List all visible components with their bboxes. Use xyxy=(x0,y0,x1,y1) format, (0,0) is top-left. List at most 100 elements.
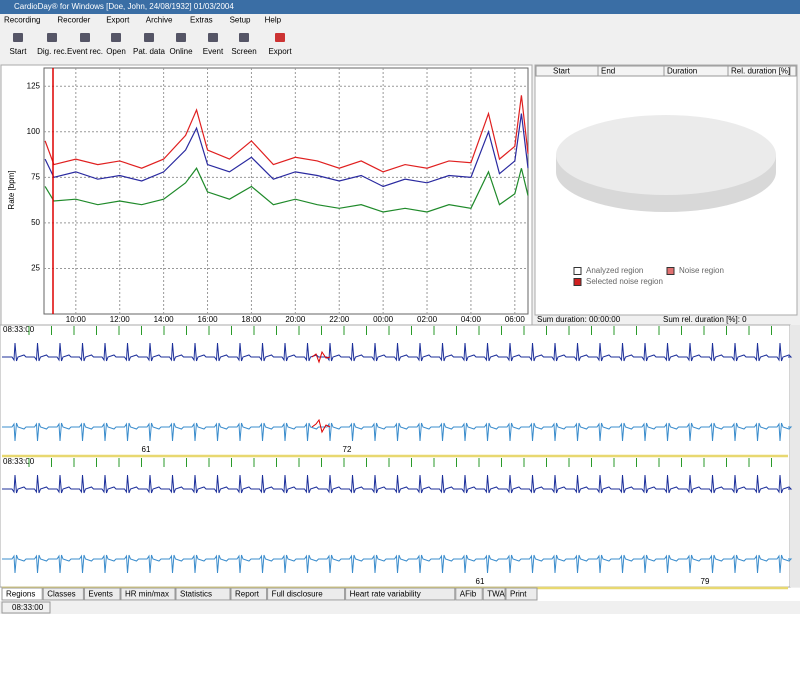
x-tick-label: 06:00 xyxy=(505,315,526,324)
toolbar-label[interactable]: Online xyxy=(169,47,193,56)
plot-area xyxy=(43,67,529,315)
rate-line xyxy=(44,95,529,173)
tab-label[interactable]: AFib xyxy=(460,590,477,599)
toolbar xyxy=(0,27,800,63)
y-tick-label: 25 xyxy=(31,264,40,273)
legend-swatch xyxy=(573,267,582,275)
tab-label[interactable]: TWA xyxy=(487,590,505,599)
noise-blip xyxy=(311,350,331,364)
toolbar-label[interactable]: Screen xyxy=(231,47,256,56)
ecg-trace xyxy=(2,474,793,494)
toolbar-label[interactable]: Pat. data xyxy=(133,47,166,56)
tab[interactable] xyxy=(455,587,483,601)
column-header[interactable]: End xyxy=(601,67,615,76)
x-tick-label: 22:00 xyxy=(329,315,350,324)
rate-line xyxy=(44,167,529,213)
tab[interactable] xyxy=(267,587,346,601)
y-tick-label: 125 xyxy=(27,81,41,90)
menu-item[interactable]: Help xyxy=(265,16,282,25)
x-tick-label: 18:00 xyxy=(241,315,262,324)
beat-label: 79 xyxy=(701,577,710,586)
status-bar xyxy=(0,601,800,614)
sum-rel-duration: Sum rel. duration [%]: 0 xyxy=(663,315,747,324)
window-title: CardioDay® for Windows [Doe, John, 24/08… xyxy=(14,2,234,11)
x-tick-label: 16:00 xyxy=(198,315,219,324)
status-cell xyxy=(1,601,51,614)
y-tick-label: 75 xyxy=(31,172,40,181)
column-header[interactable]: Rel. duration [%] xyxy=(731,67,790,76)
toolbar-label[interactable]: Open xyxy=(106,47,126,56)
tab-label[interactable]: Regions xyxy=(6,590,35,599)
column-header[interactable]: Duration xyxy=(667,67,697,76)
x-tick-label: 02:00 xyxy=(417,315,438,324)
toolbar-label[interactable]: Export xyxy=(268,47,292,56)
y-tick-label: 100 xyxy=(27,127,41,136)
legend-label: Selected noise region xyxy=(586,277,663,286)
pie-top xyxy=(556,115,776,195)
x-tick-label: 14:00 xyxy=(154,315,175,324)
x-tick-label: 10:00 xyxy=(66,315,87,324)
tab[interactable] xyxy=(230,587,268,601)
menu-item[interactable]: Recording xyxy=(4,16,40,25)
table-header xyxy=(535,65,797,77)
legend-swatch xyxy=(573,278,582,286)
tab-label[interactable]: Classes xyxy=(47,590,75,599)
column-header[interactable]: Start xyxy=(553,67,571,76)
x-tick-label: 00:00 xyxy=(373,315,394,324)
x-tick-label: 04:00 xyxy=(461,315,482,324)
legend-label: Noise region xyxy=(679,266,724,275)
toolbar-icon[interactable] xyxy=(176,33,186,42)
x-tick-label: 12:00 xyxy=(110,315,131,324)
toolbar-label[interactable]: Event xyxy=(203,47,224,56)
tab[interactable] xyxy=(83,587,121,601)
legend-label: Analyzed region xyxy=(586,266,643,275)
tab[interactable] xyxy=(345,587,456,601)
toolbar-icon[interactable] xyxy=(208,33,218,42)
menu-bar xyxy=(0,14,800,27)
tab[interactable] xyxy=(120,587,176,601)
title-bar xyxy=(0,0,800,14)
tab[interactable] xyxy=(175,587,231,601)
sum-duration: Sum duration: 00:00:00 xyxy=(537,315,621,324)
ecg-trace xyxy=(2,422,793,442)
menu-item[interactable]: Export xyxy=(106,16,130,25)
menu-item[interactable]: Recorder xyxy=(57,16,90,25)
toolbar-label[interactable]: Event rec. xyxy=(67,47,103,56)
toolbar-icon[interactable] xyxy=(144,33,154,42)
tab-label[interactable]: Statistics xyxy=(180,590,212,599)
toolbar-icon[interactable] xyxy=(239,33,249,42)
toolbar-icon[interactable] xyxy=(47,33,57,42)
toolbar-icon[interactable] xyxy=(275,33,285,42)
ecg-trace xyxy=(2,554,793,574)
tab[interactable] xyxy=(482,587,506,601)
menu-item[interactable]: Extras xyxy=(190,16,213,25)
beat-label: 61 xyxy=(476,577,485,586)
legend-swatch xyxy=(666,267,675,275)
tab-label[interactable]: Events xyxy=(88,590,112,599)
menu-item[interactable]: Setup xyxy=(230,16,251,25)
beat-label: 61 xyxy=(142,445,151,454)
rate-line xyxy=(44,113,529,188)
status-time: 08:33:00 xyxy=(12,603,44,612)
tab[interactable] xyxy=(1,587,43,601)
x-tick-label: 20:00 xyxy=(285,315,306,324)
toolbar-icon[interactable] xyxy=(13,33,23,42)
tab-label[interactable]: Heart rate variability xyxy=(350,590,421,599)
tab-label[interactable]: HR min/max xyxy=(125,590,169,599)
tab[interactable] xyxy=(505,587,538,601)
tab-label[interactable]: Print xyxy=(510,590,527,599)
tab-label[interactable]: Report xyxy=(235,590,260,599)
ecg-trace xyxy=(2,342,793,362)
tab-label[interactable]: Full disclosure xyxy=(272,590,324,599)
strip-time: 08:33:00 xyxy=(3,457,35,466)
toolbar-label[interactable]: Start xyxy=(10,47,28,56)
beat-label: 72 xyxy=(343,445,352,454)
toolbar-icon[interactable] xyxy=(80,33,90,42)
toolbar-label[interactable]: Dig. rec. xyxy=(37,47,67,56)
toolbar-icon[interactable] xyxy=(111,33,121,42)
menu-item[interactable]: Archive xyxy=(146,16,173,25)
scrollbar[interactable] xyxy=(790,325,800,587)
tab[interactable] xyxy=(42,587,84,601)
